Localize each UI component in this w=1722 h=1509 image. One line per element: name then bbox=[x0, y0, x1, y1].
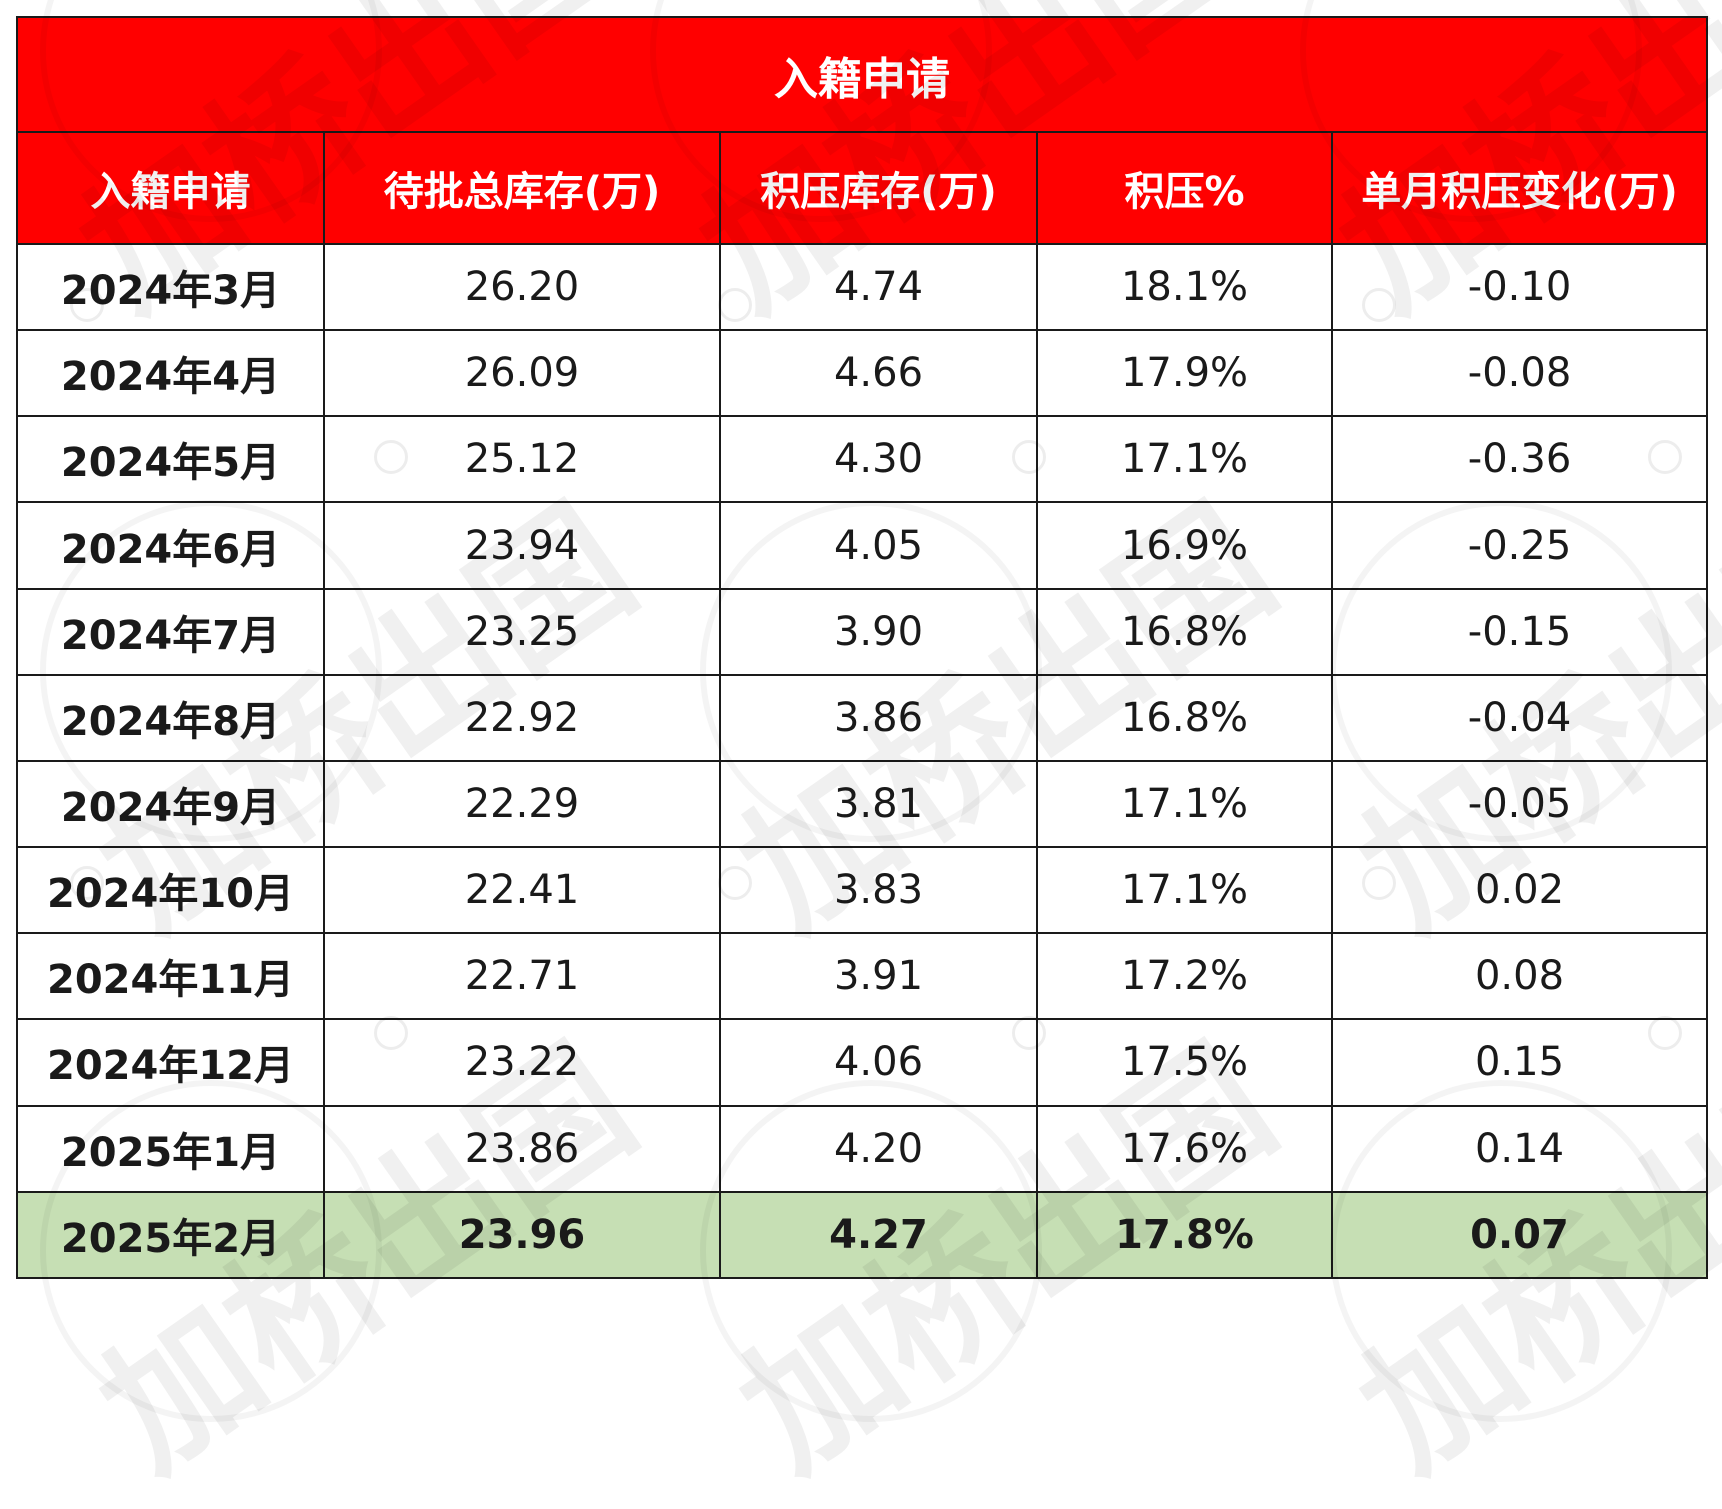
value-cell: 4.74 bbox=[719, 242, 1038, 332]
value-cell: 17.5% bbox=[1036, 1018, 1333, 1107]
value-cell: 0.15 bbox=[1330, 1018, 1709, 1107]
table-row: 2025年1月 23.86 4.20 17.6% 0.14 bbox=[16, 1104, 1709, 1193]
table-row: 2024年3月 26.20 4.74 18.1% -0.10 bbox=[16, 242, 1709, 332]
value-cell: 22.71 bbox=[323, 932, 721, 1021]
month-cell: 2024年6月 bbox=[16, 501, 325, 590]
column-header: 待批总库存(万) bbox=[323, 131, 721, 245]
value-cell: 23.86 bbox=[323, 1104, 721, 1193]
value-cell: 3.90 bbox=[719, 587, 1038, 676]
column-header: 单月积压变化(万) bbox=[1330, 131, 1709, 245]
value-cell: 17.6% bbox=[1036, 1104, 1333, 1193]
month-cell: 2025年2月 bbox=[16, 1190, 325, 1280]
table-row: 2024年11月 22.71 3.91 17.2% 0.08 bbox=[16, 932, 1709, 1021]
table-row: 2024年4月 26.09 4.66 17.9% -0.08 bbox=[16, 329, 1709, 418]
value-cell: 17.9% bbox=[1036, 329, 1333, 418]
table-row: 2024年7月 23.25 3.90 16.8% -0.15 bbox=[16, 587, 1709, 676]
table-row: 2024年5月 25.12 4.30 17.1% -0.36 bbox=[16, 415, 1709, 504]
month-cell: 2024年10月 bbox=[16, 846, 325, 935]
table-row: 2024年12月 23.22 4.06 17.5% 0.15 bbox=[16, 1018, 1709, 1107]
month-cell: 2024年11月 bbox=[16, 932, 325, 1021]
column-header: 入籍申请 bbox=[16, 131, 325, 245]
value-cell: 18.1% bbox=[1036, 242, 1333, 332]
value-cell: 22.41 bbox=[323, 846, 721, 935]
value-cell: 17.8% bbox=[1036, 1190, 1333, 1280]
month-cell: 2024年5月 bbox=[16, 415, 325, 504]
value-cell: 23.96 bbox=[323, 1190, 721, 1280]
value-cell: 23.22 bbox=[323, 1018, 721, 1107]
month-cell: 2024年12月 bbox=[16, 1018, 325, 1107]
table-row: 2024年9月 22.29 3.81 17.1% -0.05 bbox=[16, 759, 1709, 849]
value-cell: -0.05 bbox=[1330, 759, 1709, 849]
value-cell: 4.05 bbox=[719, 501, 1038, 590]
value-cell: 0.14 bbox=[1330, 1104, 1709, 1193]
value-cell: -0.08 bbox=[1330, 329, 1709, 418]
month-cell: 2024年7月 bbox=[16, 587, 325, 676]
data-table: 入籍申请 入籍申请 待批总库存(万) 积压库存(万) 积压% 单月积压变化(万)… bbox=[15, 16, 1709, 1280]
value-cell: 17.2% bbox=[1036, 932, 1333, 1021]
month-cell: 2024年4月 bbox=[16, 329, 325, 418]
value-cell: 4.66 bbox=[719, 329, 1038, 418]
table-row: 2025年2月 23.96 4.27 17.8% 0.07 bbox=[16, 1190, 1709, 1280]
table-header-row: 入籍申请 待批总库存(万) 积压库存(万) 积压% 单月积压变化(万) bbox=[16, 131, 1709, 245]
value-cell: 17.1% bbox=[1036, 759, 1333, 849]
value-cell: 16.9% bbox=[1036, 501, 1333, 590]
value-cell: -0.36 bbox=[1330, 415, 1709, 504]
value-cell: 3.91 bbox=[719, 932, 1038, 1021]
table-title: 入籍申请 bbox=[15, 16, 1709, 133]
value-cell: -0.25 bbox=[1330, 501, 1709, 590]
value-cell: 23.94 bbox=[323, 501, 721, 590]
value-cell: 0.08 bbox=[1330, 932, 1709, 1021]
value-cell: 4.06 bbox=[719, 1018, 1038, 1107]
value-cell: 22.92 bbox=[323, 673, 721, 762]
value-cell: -0.10 bbox=[1330, 242, 1709, 332]
value-cell: 22.29 bbox=[323, 759, 721, 849]
value-cell: 0.02 bbox=[1330, 846, 1709, 935]
column-header: 积压库存(万) bbox=[719, 131, 1038, 245]
value-cell: -0.15 bbox=[1330, 587, 1709, 676]
value-cell: 26.20 bbox=[323, 242, 721, 332]
value-cell: 3.86 bbox=[719, 673, 1038, 762]
value-cell: 17.1% bbox=[1036, 415, 1333, 504]
value-cell: 16.8% bbox=[1036, 673, 1333, 762]
value-cell: 23.25 bbox=[323, 587, 721, 676]
value-cell: 3.83 bbox=[719, 846, 1038, 935]
value-cell: 4.20 bbox=[719, 1104, 1038, 1193]
table-row: 2024年8月 22.92 3.86 16.8% -0.04 bbox=[16, 673, 1709, 762]
month-cell: 2024年3月 bbox=[16, 242, 325, 332]
value-cell: 3.81 bbox=[719, 759, 1038, 849]
value-cell: 16.8% bbox=[1036, 587, 1333, 676]
value-cell: 17.1% bbox=[1036, 846, 1333, 935]
table-row: 2024年10月 22.41 3.83 17.1% 0.02 bbox=[16, 846, 1709, 935]
table-body: 2024年3月 26.20 4.74 18.1% -0.10 2024年4月 26.09 4.… bbox=[16, 242, 1709, 1280]
table-title-row: 入籍申请 bbox=[15, 16, 1709, 133]
month-cell: 2025年1月 bbox=[16, 1104, 325, 1193]
table-row: 2024年6月 23.94 4.05 16.9% -0.25 bbox=[16, 501, 1709, 590]
month-cell: 2024年9月 bbox=[16, 759, 325, 849]
value-cell: -0.04 bbox=[1330, 673, 1709, 762]
column-header: 积压% bbox=[1036, 131, 1333, 245]
value-cell: 4.27 bbox=[719, 1190, 1038, 1280]
month-cell: 2024年8月 bbox=[16, 673, 325, 762]
value-cell: 26.09 bbox=[323, 329, 721, 418]
value-cell: 25.12 bbox=[323, 415, 721, 504]
value-cell: 0.07 bbox=[1330, 1190, 1709, 1280]
value-cell: 4.30 bbox=[719, 415, 1038, 504]
